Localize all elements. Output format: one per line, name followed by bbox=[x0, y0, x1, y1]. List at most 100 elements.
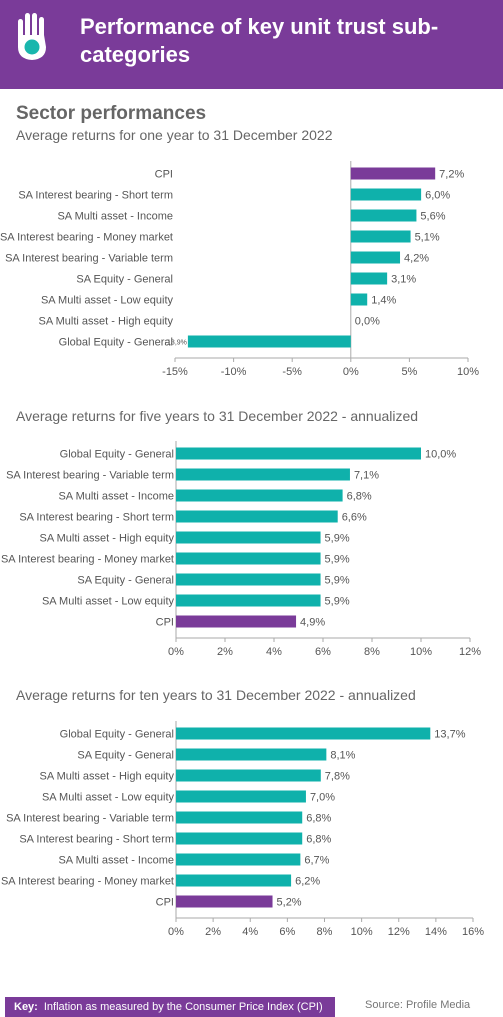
category-label: SA Interest bearing - Short term bbox=[18, 190, 173, 202]
bar bbox=[350, 251, 401, 264]
data-label: 13,7% bbox=[434, 729, 465, 741]
x-tick-label: 14% bbox=[425, 926, 447, 938]
x-tick-label: 6% bbox=[315, 646, 331, 658]
data-label: 0,0% bbox=[355, 316, 380, 328]
data-label: 5,6% bbox=[420, 211, 445, 223]
data-label: -13,9% bbox=[165, 340, 187, 347]
category-label: SA Interest bearing - Variable term bbox=[5, 253, 173, 265]
data-label: 5,9% bbox=[325, 554, 350, 566]
category-label: CPI bbox=[156, 617, 174, 629]
section-title: Sector performances bbox=[16, 103, 207, 124]
category-label: SA Multi asset - Low equity bbox=[41, 295, 174, 307]
chart-3-title: Average returns for ten years to 31 Dece… bbox=[16, 687, 416, 703]
bar bbox=[187, 335, 351, 348]
data-label: 7,1% bbox=[354, 470, 379, 482]
category-label: SA Interest bearing - Variable term bbox=[6, 813, 174, 825]
category-label: SA Interest bearing - Money market bbox=[1, 876, 174, 888]
bar bbox=[176, 573, 321, 586]
bar bbox=[176, 552, 321, 565]
x-tick-label: 2% bbox=[205, 926, 221, 938]
bar bbox=[176, 727, 431, 740]
x-tick-label: -10% bbox=[221, 366, 247, 378]
key-label: Key: bbox=[14, 1001, 38, 1013]
category-label: SA Multi asset - Income bbox=[57, 211, 173, 223]
bar bbox=[350, 272, 388, 285]
x-tick-label: 5% bbox=[401, 366, 417, 378]
x-tick-label: 4% bbox=[266, 646, 282, 658]
data-label: 3,1% bbox=[391, 274, 416, 286]
data-label: 10,0% bbox=[425, 449, 456, 461]
bar bbox=[176, 510, 338, 523]
key-text: Inflation as measured by the Consumer Pr… bbox=[43, 1001, 323, 1013]
one-year-returns-chart: -15% -10% -5% 0% 5% 10% CPI 7,2% SA Interest bea… bbox=[0, 161, 479, 378]
header-banner: Performance of key unit trust sub-catego… bbox=[0, 0, 503, 89]
bar bbox=[176, 748, 327, 761]
category-label: SA Equity - General bbox=[77, 750, 174, 762]
bar bbox=[350, 293, 368, 306]
x-tick-label: 2% bbox=[217, 646, 233, 658]
category-label: CPI bbox=[156, 897, 174, 909]
category-label: Global Equity - General bbox=[60, 449, 174, 461]
data-label: 6,7% bbox=[304, 855, 329, 867]
category-label: SA Multi asset - High equity bbox=[38, 316, 173, 328]
five-year-returns-chart: 0% 2% 4% 6% 8% 10% 12% Global Equity - General 1… bbox=[1, 441, 481, 658]
hand-logo-icon bbox=[18, 13, 46, 60]
bar bbox=[176, 615, 297, 628]
bar bbox=[176, 594, 321, 607]
x-tick-label: 8% bbox=[364, 646, 380, 658]
x-tick-label: 6% bbox=[279, 926, 295, 938]
category-label: Global Equity - General bbox=[59, 337, 173, 349]
data-label: 6,8% bbox=[306, 834, 331, 846]
x-tick-label: 16% bbox=[462, 926, 484, 938]
category-label: SA Interest bearing - Short term bbox=[19, 834, 174, 846]
data-label: 7,8% bbox=[325, 771, 350, 783]
data-label: 4,2% bbox=[404, 253, 429, 265]
bar bbox=[176, 811, 303, 824]
category-label: CPI bbox=[155, 169, 173, 181]
bar bbox=[176, 531, 321, 544]
data-label: 5,9% bbox=[325, 533, 350, 545]
bar bbox=[350, 167, 436, 180]
category-label: Global Equity - General bbox=[60, 729, 174, 741]
data-label: 8,1% bbox=[330, 750, 355, 762]
data-label: 5,9% bbox=[325, 596, 350, 608]
data-label: 7,0% bbox=[310, 792, 335, 804]
bar bbox=[350, 188, 422, 201]
data-label: 6,6% bbox=[342, 512, 367, 524]
data-label: 4,9% bbox=[300, 617, 325, 629]
x-tick-label: 10% bbox=[457, 366, 479, 378]
data-label: 6,0% bbox=[425, 190, 450, 202]
x-tick-label: 0% bbox=[168, 646, 184, 658]
category-label: SA Multi asset - High equity bbox=[39, 771, 174, 783]
category-label: SA Multi asset - Low equity bbox=[42, 792, 175, 804]
page-title: Performance of key unit trust sub-catego… bbox=[80, 14, 439, 67]
bar bbox=[176, 468, 350, 481]
source-note: Source: Profile Media bbox=[365, 999, 471, 1011]
x-tick-label: 0% bbox=[168, 926, 184, 938]
category-label: SA Multi asset - Income bbox=[58, 855, 174, 867]
bar bbox=[350, 230, 411, 243]
bar bbox=[176, 895, 273, 908]
data-label: 6,8% bbox=[306, 813, 331, 825]
bar bbox=[176, 853, 301, 866]
x-tick-label: 12% bbox=[459, 646, 481, 658]
bar bbox=[176, 489, 343, 502]
x-tick-label: 10% bbox=[410, 646, 432, 658]
data-label: 6,2% bbox=[295, 876, 320, 888]
ten-year-returns-chart: 0% 2% 4% 6% 8% 10% 12% 14% 16% Global Equity - Ge… bbox=[1, 721, 484, 938]
category-label: SA Multi asset - High equity bbox=[39, 533, 174, 545]
key-legend: Key: Inflation as measured by the Consume… bbox=[5, 997, 335, 1017]
x-tick-label: -5% bbox=[282, 366, 302, 378]
x-tick-label: 10% bbox=[351, 926, 373, 938]
x-tick-label: 0% bbox=[343, 366, 359, 378]
category-label: SA Interest bearing - Money market bbox=[1, 554, 174, 566]
x-tick-label: 4% bbox=[242, 926, 258, 938]
bar bbox=[350, 209, 417, 222]
category-label: SA Multi asset - Low equity bbox=[42, 596, 175, 608]
chart-1-title: Average returns for one year to 31 Decem… bbox=[16, 127, 333, 143]
x-tick-label: -15% bbox=[162, 366, 188, 378]
chart-2-title: Average returns for five years to 31 Dec… bbox=[16, 408, 419, 424]
bar bbox=[176, 447, 421, 460]
data-label: 5,1% bbox=[415, 232, 440, 244]
category-label: SA Interest bearing - Money market bbox=[0, 232, 173, 244]
